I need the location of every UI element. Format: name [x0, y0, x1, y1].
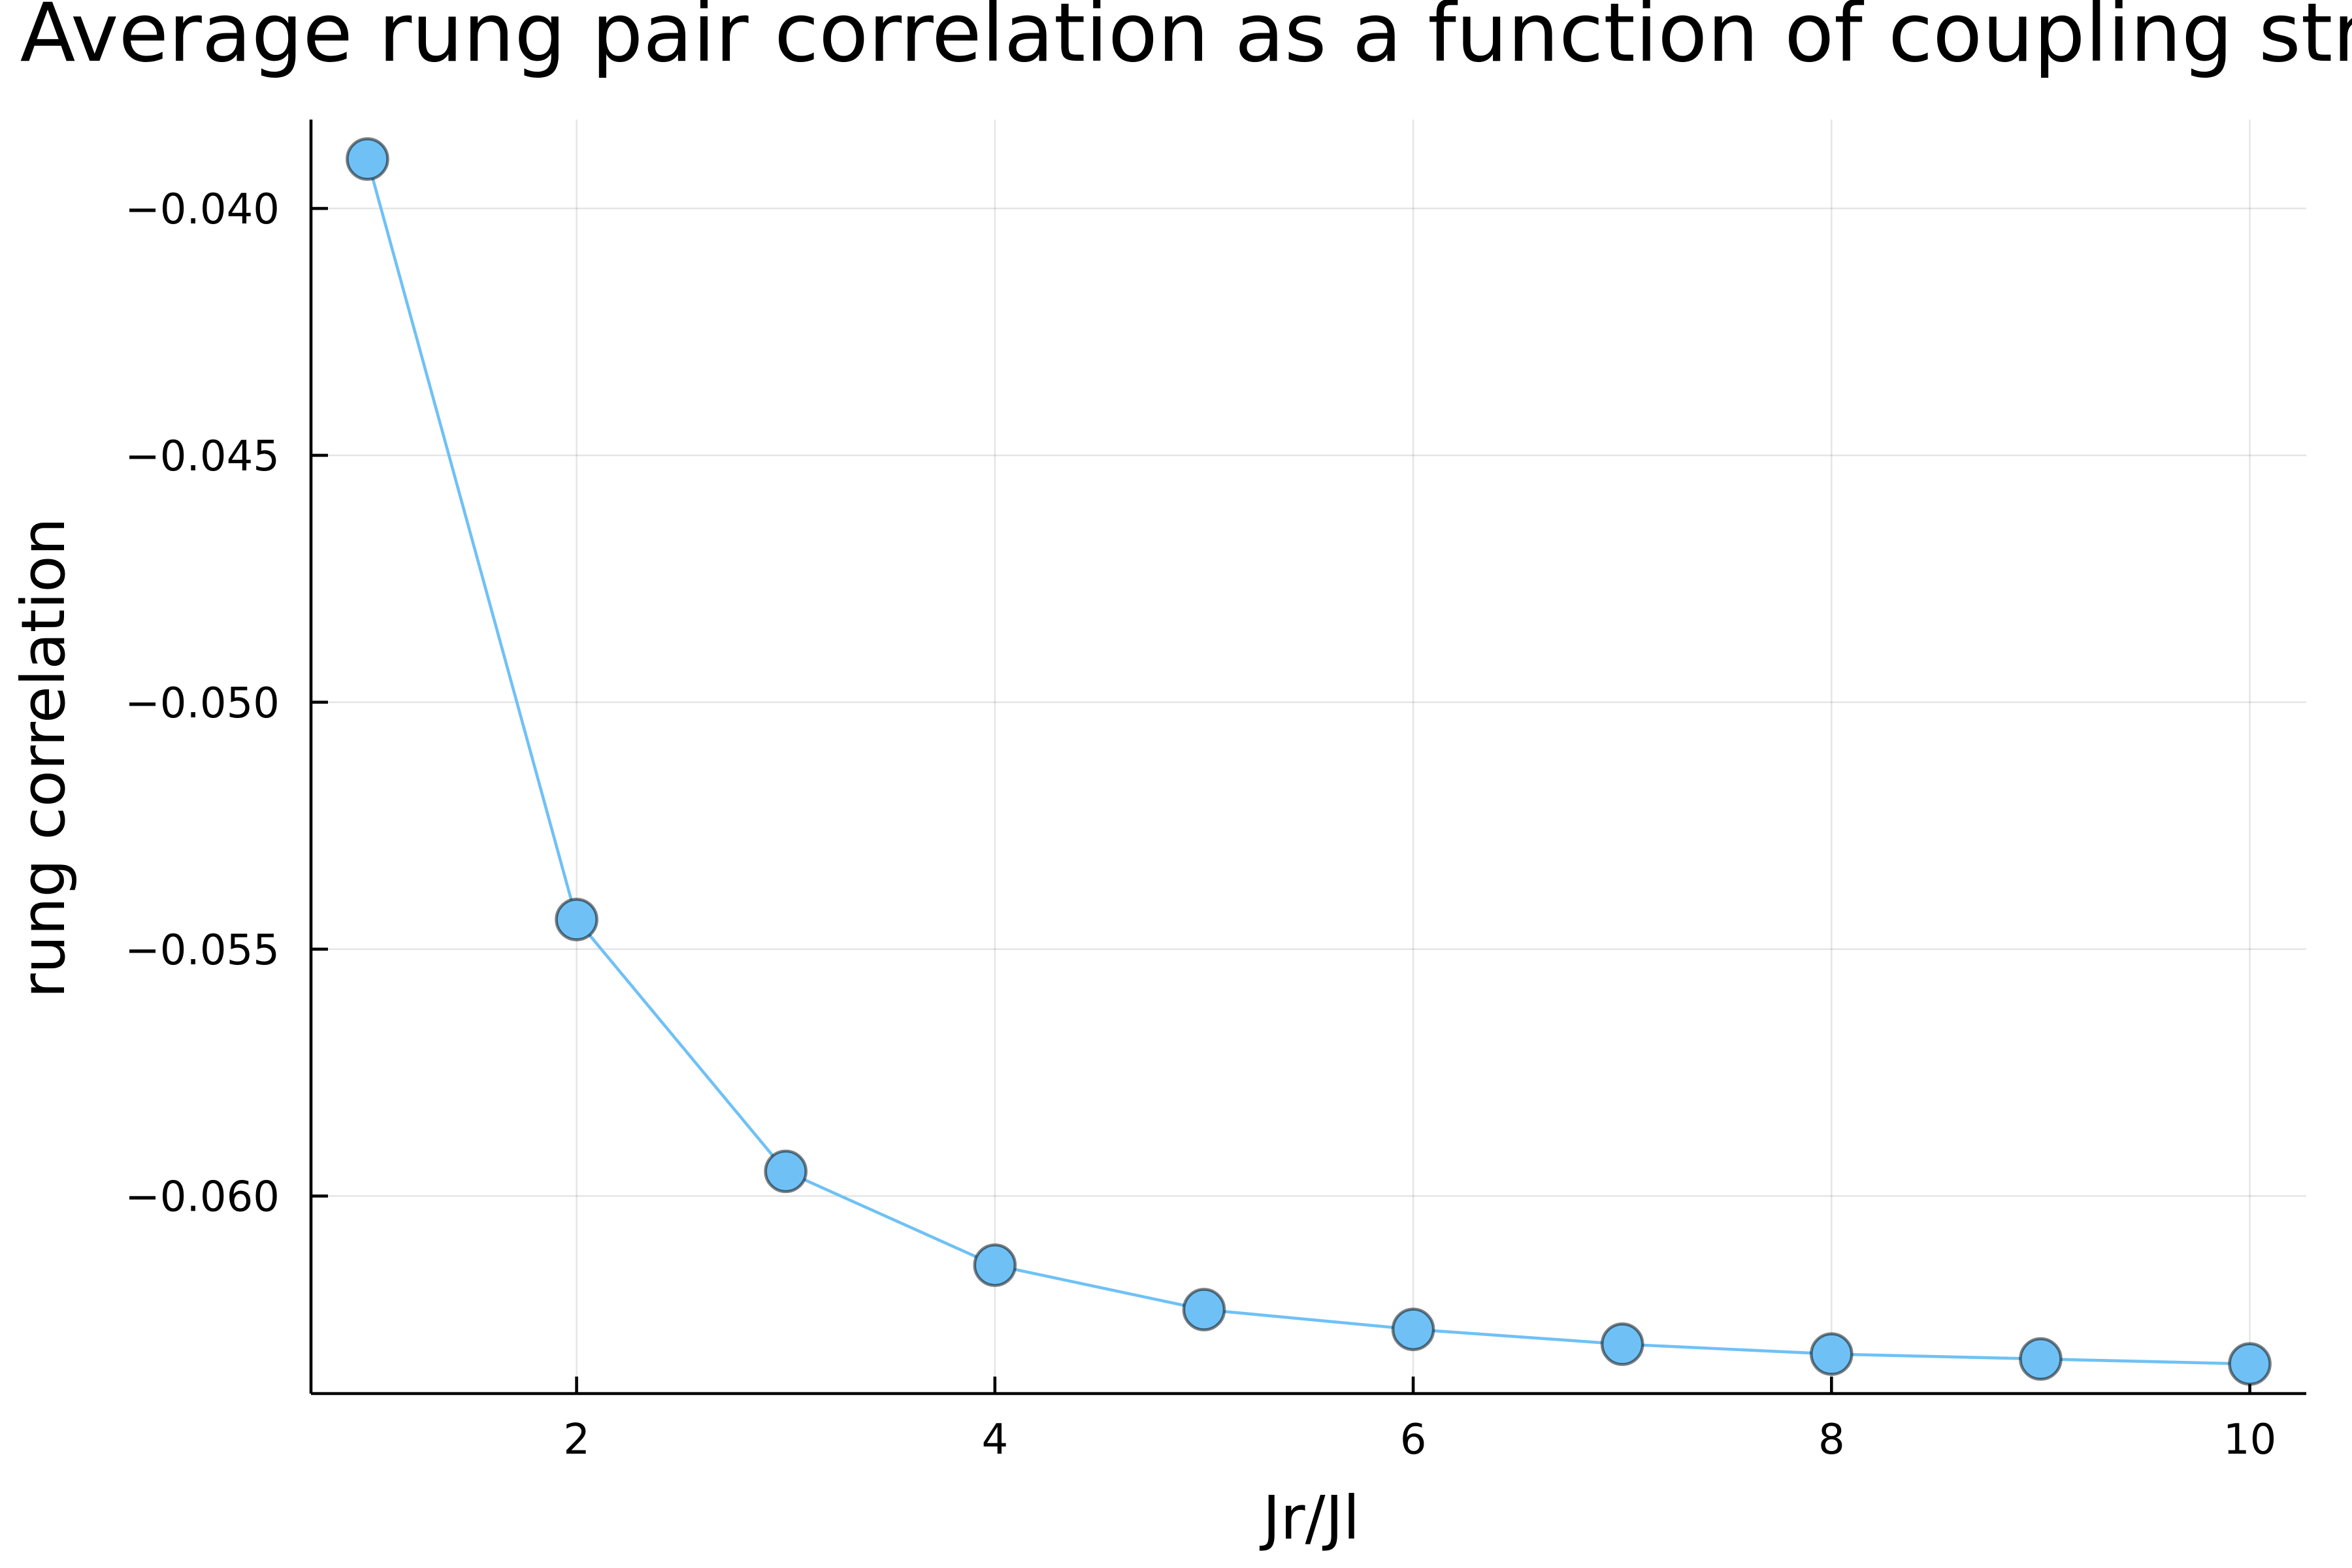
x-tick-label: 8 — [1818, 1416, 1845, 1464]
series-line — [366, 158, 2250, 1365]
x-tick-label: 10 — [2223, 1416, 2276, 1464]
x-axis-label: Jr/Jl — [1260, 1483, 1360, 1553]
y-tick-label: −0.060 — [125, 1173, 280, 1222]
data-point — [1182, 1288, 1226, 1331]
y-tick-label: −0.045 — [125, 433, 280, 481]
data-point — [555, 898, 598, 941]
data-point — [346, 137, 389, 181]
axes — [309, 120, 2306, 1396]
y-axis-label: rung correlation — [8, 517, 78, 998]
chart-title: Average rung pair correlation as a funct… — [20, 0, 2352, 80]
x-tick-label: 2 — [563, 1416, 590, 1464]
y-tick-label: −0.055 — [125, 926, 280, 975]
data-point — [1810, 1332, 1854, 1376]
y-tick-label: −0.050 — [125, 679, 280, 728]
tick-marks — [311, 206, 2251, 1394]
x-tick-label: 6 — [1400, 1416, 1427, 1464]
tick-labels: 2 4 6 8 10 −0.060 −0.055 −0.050 −0.045 −0.040 — [125, 186, 2276, 1464]
data-point — [764, 1149, 808, 1194]
data-point — [1600, 1322, 1644, 1366]
grid-lines — [311, 120, 2306, 1394]
data-point — [2019, 1337, 2063, 1381]
x-tick-label: 4 — [981, 1416, 1008, 1464]
data-point — [2228, 1342, 2272, 1386]
data-series — [346, 137, 2272, 1386]
data-point — [1391, 1307, 1435, 1352]
y-tick-label: −0.040 — [125, 186, 280, 234]
data-point — [973, 1243, 1017, 1287]
